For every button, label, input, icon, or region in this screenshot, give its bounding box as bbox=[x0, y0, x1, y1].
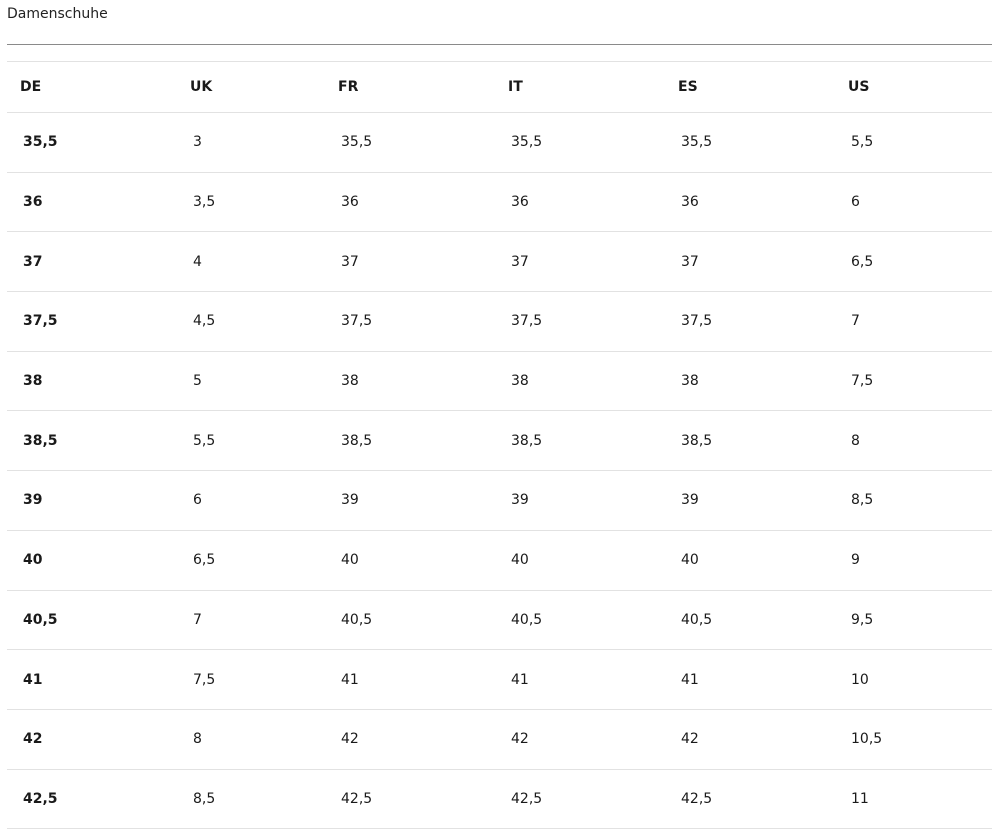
column-header-uk: UK bbox=[177, 61, 338, 113]
column-header-es: ES bbox=[678, 61, 848, 113]
cell-es: 38 bbox=[678, 351, 848, 412]
cell-fr: 41 bbox=[338, 649, 508, 710]
table-row: 39 6 39 39 39 8,5 bbox=[7, 470, 992, 531]
cell-de: 37 bbox=[7, 231, 177, 293]
cell-es: 42 bbox=[678, 709, 848, 770]
column-header-it: IT bbox=[508, 61, 678, 113]
cell-de: 38,5 bbox=[7, 410, 177, 472]
cell-us: 9,5 bbox=[848, 590, 992, 651]
cell-us: 8,5 bbox=[848, 470, 992, 531]
cell-us: 5,5 bbox=[848, 112, 992, 173]
cell-es: 37,5 bbox=[678, 291, 848, 352]
cell-it: 38,5 bbox=[508, 410, 678, 472]
column-header-de: DE bbox=[7, 61, 177, 113]
cell-de: 42,5 bbox=[7, 769, 177, 829]
cell-es: 40,5 bbox=[678, 590, 848, 651]
cell-de: 36 bbox=[7, 172, 177, 233]
table-row: 42,5 8,5 42,5 42,5 42,5 11 bbox=[7, 769, 992, 829]
cell-fr: 39 bbox=[338, 470, 508, 531]
table-row: 37,5 4,5 37,5 37,5 37,5 7 bbox=[7, 291, 992, 352]
cell-fr: 40 bbox=[338, 530, 508, 591]
cell-fr: 42,5 bbox=[338, 769, 508, 829]
cell-de: 40 bbox=[7, 530, 177, 591]
cell-es: 35,5 bbox=[678, 112, 848, 173]
cell-fr: 36 bbox=[338, 172, 508, 233]
cell-us: 9 bbox=[848, 530, 992, 591]
cell-us: 6 bbox=[848, 172, 992, 233]
cell-uk: 6,5 bbox=[177, 530, 338, 591]
table-row: 40 6,5 40 40 40 9 bbox=[7, 530, 992, 591]
column-header-us: US bbox=[848, 61, 992, 113]
table-row: 38 5 38 38 38 7,5 bbox=[7, 351, 992, 412]
cell-it: 35,5 bbox=[508, 112, 678, 173]
table-row: 36 3,5 36 36 36 6 bbox=[7, 172, 992, 233]
cell-de: 41 bbox=[7, 649, 177, 710]
cell-uk: 3 bbox=[177, 112, 338, 173]
column-header-fr: FR bbox=[338, 61, 508, 113]
cell-uk: 5 bbox=[177, 351, 338, 412]
cell-de: 37,5 bbox=[7, 291, 177, 352]
table-row: 42 8 42 42 42 10,5 bbox=[7, 709, 992, 770]
cell-de: 40,5 bbox=[7, 590, 177, 651]
cell-es: 41 bbox=[678, 649, 848, 710]
cell-uk: 7 bbox=[177, 590, 338, 651]
cell-it: 39 bbox=[508, 470, 678, 531]
table-header: DE UK FR IT ES US bbox=[7, 61, 992, 113]
cell-us: 10,5 bbox=[848, 709, 992, 770]
cell-uk: 5,5 bbox=[177, 410, 338, 472]
section-title: Damenschuhe bbox=[7, 6, 108, 22]
table-row: 40,5 7 40,5 40,5 40,5 9,5 bbox=[7, 590, 992, 651]
cell-it: 41 bbox=[508, 649, 678, 710]
cell-es: 36 bbox=[678, 172, 848, 233]
cell-uk: 8 bbox=[177, 709, 338, 770]
cell-us: 8 bbox=[848, 410, 992, 472]
cell-us: 10 bbox=[848, 649, 992, 710]
cell-it: 42 bbox=[508, 709, 678, 770]
cell-it: 37,5 bbox=[508, 291, 678, 352]
cell-uk: 4 bbox=[177, 231, 338, 293]
cell-it: 37 bbox=[508, 231, 678, 293]
cell-de: 42 bbox=[7, 709, 177, 770]
cell-uk: 8,5 bbox=[177, 769, 338, 829]
cell-it: 38 bbox=[508, 351, 678, 412]
table-row: 35,5 3 35,5 35,5 35,5 5,5 bbox=[7, 112, 992, 173]
cell-fr: 38,5 bbox=[338, 410, 508, 472]
cell-fr: 40,5 bbox=[338, 590, 508, 651]
table-row: 38,5 5,5 38,5 38,5 38,5 8 bbox=[7, 410, 992, 472]
cell-es: 42,5 bbox=[678, 769, 848, 829]
cell-uk: 6 bbox=[177, 470, 338, 531]
divider bbox=[7, 44, 992, 45]
cell-it: 36 bbox=[508, 172, 678, 233]
size-table: DE UK FR IT ES US 35,5 3 35,5 35,5 35,5 5,5 36 3,5 36… bbox=[7, 61, 992, 829]
cell-uk: 4,5 bbox=[177, 291, 338, 352]
cell-us: 6,5 bbox=[848, 231, 992, 293]
cell-es: 38,5 bbox=[678, 410, 848, 472]
cell-fr: 37 bbox=[338, 231, 508, 293]
cell-fr: 35,5 bbox=[338, 112, 508, 173]
cell-it: 40 bbox=[508, 530, 678, 591]
table-row: 37 4 37 37 37 6,5 bbox=[7, 231, 992, 293]
cell-fr: 37,5 bbox=[338, 291, 508, 352]
table-row: 41 7,5 41 41 41 10 bbox=[7, 649, 992, 710]
cell-it: 42,5 bbox=[508, 769, 678, 829]
cell-us: 7,5 bbox=[848, 351, 992, 412]
cell-us: 7 bbox=[848, 291, 992, 352]
cell-uk: 3,5 bbox=[177, 172, 338, 233]
cell-fr: 38 bbox=[338, 351, 508, 412]
cell-fr: 42 bbox=[338, 709, 508, 770]
cell-de: 38 bbox=[7, 351, 177, 412]
cell-es: 37 bbox=[678, 231, 848, 293]
cell-it: 40,5 bbox=[508, 590, 678, 651]
cell-de: 39 bbox=[7, 470, 177, 531]
cell-es: 39 bbox=[678, 470, 848, 531]
cell-de: 35,5 bbox=[7, 112, 177, 173]
cell-us: 11 bbox=[848, 769, 992, 829]
cell-es: 40 bbox=[678, 530, 848, 591]
cell-uk: 7,5 bbox=[177, 649, 338, 710]
